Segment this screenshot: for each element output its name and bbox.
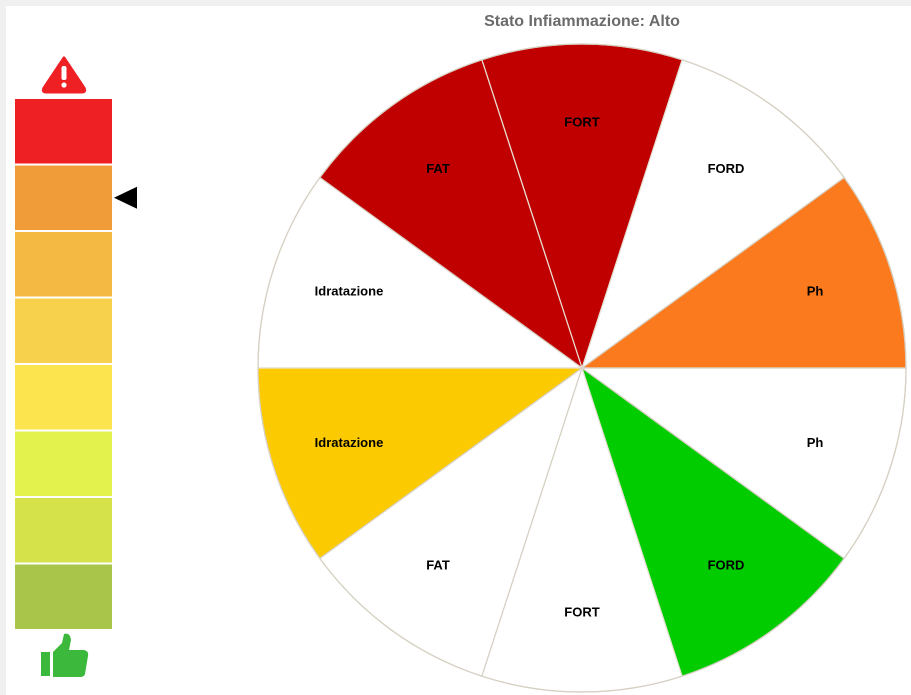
gauge-level bbox=[15, 365, 112, 430]
title: Stato Infiammazione: Alto bbox=[484, 13, 680, 30]
gauge-level bbox=[15, 232, 112, 297]
segment-label: FORD bbox=[708, 558, 745, 573]
warning-mark bbox=[61, 66, 67, 80]
segment-label: FORT bbox=[564, 604, 599, 619]
warning-icon bbox=[41, 56, 87, 94]
segment-label: FAT bbox=[426, 558, 450, 573]
segment-label: Idratazione bbox=[315, 284, 384, 299]
warning-dot bbox=[61, 82, 67, 88]
gauge-level bbox=[15, 298, 112, 363]
wheel: Ph FORD FORT FAT Idratazione Idratazione FAT FO… bbox=[257, 43, 907, 693]
thumb-cuff bbox=[41, 652, 50, 676]
segment-label: FORD bbox=[708, 161, 745, 176]
gauge-level bbox=[15, 564, 112, 629]
gauge-level bbox=[15, 498, 112, 563]
gauge-level bbox=[15, 165, 112, 230]
thumb-hand bbox=[53, 633, 89, 677]
gauge-level bbox=[15, 99, 112, 164]
segment-label: Ph bbox=[807, 435, 824, 450]
wheel-outline bbox=[257, 43, 907, 693]
segment-label: FORT bbox=[564, 114, 599, 129]
thumbs-up-icon bbox=[41, 633, 89, 677]
gauge-indicator bbox=[114, 186, 137, 209]
gauge bbox=[15, 99, 137, 629]
segment-label: Ph bbox=[807, 284, 824, 299]
gauge-level bbox=[15, 431, 112, 496]
segment-label: FAT bbox=[426, 161, 450, 176]
segment-label: Idratazione bbox=[315, 435, 384, 450]
